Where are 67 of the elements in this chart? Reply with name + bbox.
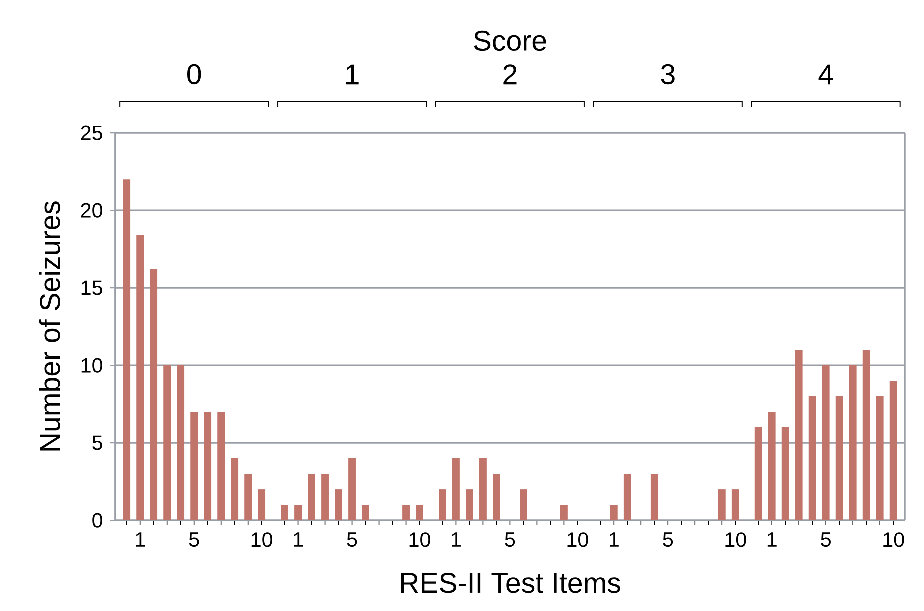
- x-tick-label: 10: [884, 532, 904, 548]
- x-tick-label: 5: [821, 532, 831, 547]
- bar: [754, 427, 762, 520]
- x-tick-label: 1: [136, 532, 146, 547]
- bar: [150, 269, 158, 520]
- x-tick-label: 10: [726, 532, 746, 548]
- bar: [782, 427, 790, 520]
- chart-title: 1: [346, 64, 359, 84]
- bar: [322, 474, 329, 520]
- bar: [204, 412, 212, 520]
- y-tick-label: 5: [92, 436, 102, 450]
- x-tick-label: 10: [568, 532, 588, 548]
- bar: [136, 235, 144, 520]
- x-tick-label: 1: [610, 532, 619, 547]
- bar: [862, 350, 870, 520]
- bar: [890, 380, 898, 520]
- bar: [466, 489, 474, 520]
- bar: [822, 365, 830, 520]
- bar: [493, 474, 500, 520]
- y-tick-label: 20: [81, 203, 103, 218]
- bar: [258, 489, 266, 520]
- y-tick-label: 15: [82, 280, 102, 296]
- y-tick-label: 0: [92, 513, 103, 528]
- chart-title: 4: [818, 64, 834, 84]
- x-tick-label: 5: [663, 532, 674, 547]
- bar: [768, 412, 776, 520]
- bar: [808, 396, 816, 520]
- bar: [231, 458, 239, 520]
- bar: [335, 489, 342, 520]
- bar: [416, 504, 424, 520]
- y-axis-title: Number of Seizures: [39, 201, 60, 451]
- bar: [164, 365, 172, 520]
- text: Score: [474, 30, 546, 51]
- y-tick-label: 10: [82, 358, 103, 373]
- x-tick-label: 5: [505, 532, 516, 547]
- chart-title: 3: [661, 64, 675, 84]
- bar: [402, 504, 410, 520]
- bar: [439, 489, 446, 520]
- chart-title: 2: [504, 64, 517, 84]
- x-tick-label: 5: [347, 532, 358, 547]
- x-tick-label: 1: [768, 532, 777, 547]
- x-tick-label: 1: [452, 532, 461, 547]
- bar: [190, 412, 198, 520]
- bar: [876, 396, 884, 520]
- bar: [520, 489, 528, 520]
- bar: [480, 458, 487, 520]
- bar: [294, 504, 302, 520]
- bar: [849, 365, 857, 520]
- x-axis-title: RES-II Test Items: [401, 572, 620, 594]
- y-tick-label: 25: [81, 126, 102, 140]
- bar: [123, 179, 131, 520]
- bar: [795, 350, 803, 520]
- bar: [348, 458, 356, 520]
- bar: [281, 504, 288, 520]
- bar: [218, 412, 226, 520]
- bar: [244, 474, 252, 520]
- bar: [452, 458, 460, 520]
- bar: [560, 504, 568, 520]
- x-tick-label: 10: [252, 532, 273, 548]
- bar: [177, 365, 185, 520]
- x-tick-label: 1: [294, 532, 304, 547]
- x-tick-label: 5: [189, 532, 200, 547]
- chart-title: 0: [187, 64, 202, 84]
- bar: [308, 474, 316, 520]
- bar: [362, 504, 370, 520]
- x-tick-label: 10: [410, 532, 430, 548]
- bar: [836, 396, 844, 520]
